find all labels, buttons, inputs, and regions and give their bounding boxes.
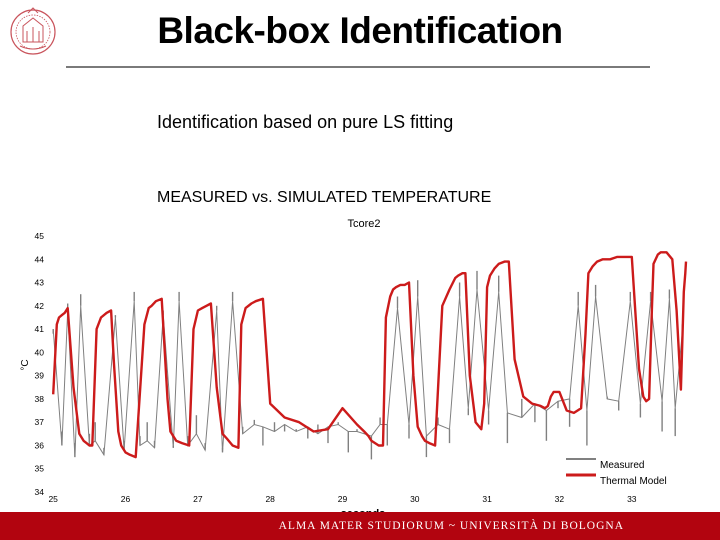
y-tick-label: 40 [35,347,45,357]
chart-title: Tcore2 [347,218,380,230]
x-tick-label: 26 [121,494,131,504]
y-tick-label: 36 [35,441,45,451]
y-tick-label: 45 [35,231,45,241]
chart-axes: 25 26 27 28 29 30 31 32 33 34 35 36 37 38 39 40 41 42 43 44… [35,231,637,504]
legend-label-thermal-model: Thermal Model [600,476,667,487]
measured-series [52,270,684,460]
y-tick-label: 34 [35,487,45,497]
x-tick-label: 33 [627,494,637,504]
legend-label-measured: Measured [600,460,644,471]
y-tick-label: 37 [35,417,45,427]
footer-university-name: ALMA MATER STUDIORUM ~ UNIVERSITÀ DI BOL… [278,520,624,532]
slide-title: Black-box Identification [157,10,563,51]
x-tick-label: 30 [410,494,420,504]
slide-subtitle: Identification based on pure LS fitting [157,112,454,132]
thermal-model-line [52,251,688,459]
x-tick-label: 32 [555,494,565,504]
title-rule [66,66,650,68]
university-seal-logo [9,3,57,65]
x-axis-label: seconds [341,508,386,512]
y-tick-label: 35 [35,464,45,474]
y-tick-label: 38 [35,394,45,404]
y-tick-label: 43 [35,278,45,288]
footer-bar: ALMA MATER STUDIORUM ~ UNIVERSITÀ DI BOL… [0,512,720,540]
y-axis-label: °C [20,359,31,370]
chart-legend: Measured Thermal Model [566,458,667,487]
y-tick-label: 39 [35,371,45,381]
x-tick-label: 25 [48,494,58,504]
y-tick-label: 44 [35,254,45,264]
x-tick-label: 29 [338,494,348,504]
y-tick-label: 42 [35,301,45,311]
thermal-model-series [52,251,688,459]
y-tick-label: 41 [35,324,45,334]
chart-heading: MEASURED vs. SIMULATED TEMPERATURE [157,189,492,206]
temperature-chart: 25 26 27 28 29 30 31 32 33 34 35 36 37 38 39 40 41 42 43 44… [20,218,688,512]
x-tick-label: 31 [482,494,492,504]
x-tick-label: 28 [265,494,275,504]
x-tick-label: 27 [193,494,203,504]
